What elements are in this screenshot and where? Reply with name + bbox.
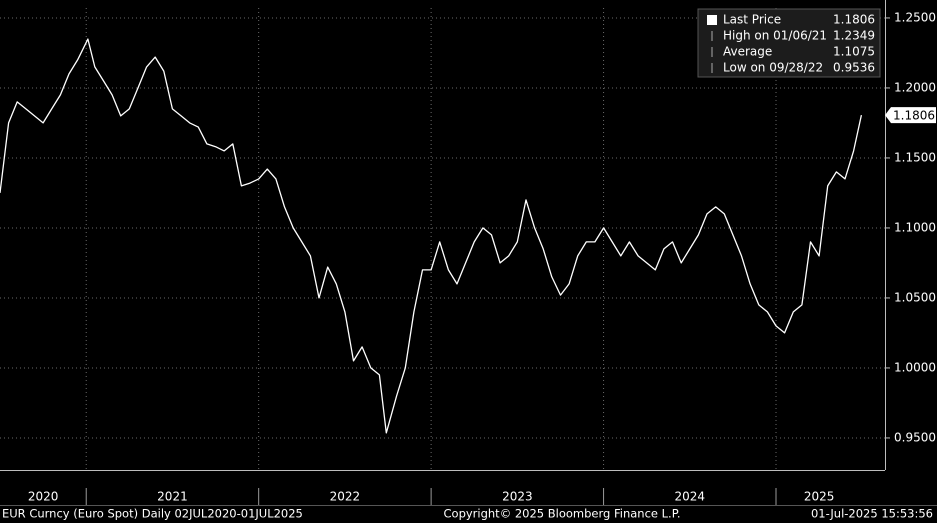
footer-center: Copyright© 2025 Bloomberg Finance L.P. [444,507,681,521]
legend-label: Average [723,45,772,59]
legend-value: 1.2349 [833,29,875,43]
x-tick-label: 2023 [502,490,533,504]
y-tick-label: 0.9500 [894,430,936,444]
y-tick-label: 1.2000 [894,80,936,94]
legend-label: High on 01/06/21 [723,29,827,43]
y-tick-label: 1.0500 [894,290,936,304]
x-tick-label: 2022 [330,490,361,504]
legend-box [697,8,881,78]
legend-swatch [707,15,717,25]
footer-right: 01-Jul-2025 15:53:56 [811,507,933,521]
legend-label: Last Price [723,13,781,27]
price-line [0,38,863,434]
y-tick-label: 1.1000 [894,220,936,234]
y-tick-label: 1.1500 [894,150,936,164]
y-tick-label: 1.2500 [894,10,936,24]
legend-value: 0.9536 [833,61,875,75]
x-tick-label: 2024 [675,490,706,504]
x-tick-label: 2025 [804,490,835,504]
legend-value: 1.1806 [833,13,875,27]
legend-label: Low on 09/28/22 [723,61,823,75]
legend-value: 1.1075 [833,45,875,59]
last-price-tag-label: 1.1806 [893,109,935,123]
footer-left: EUR Curncy (Euro Spot) Daily 02JUL2020-0… [2,507,303,521]
x-tick-label: 2020 [28,490,59,504]
y-tick-label: 1.0000 [894,360,936,374]
last-price-tag [885,107,936,124]
x-tick-label: 2021 [157,490,188,504]
